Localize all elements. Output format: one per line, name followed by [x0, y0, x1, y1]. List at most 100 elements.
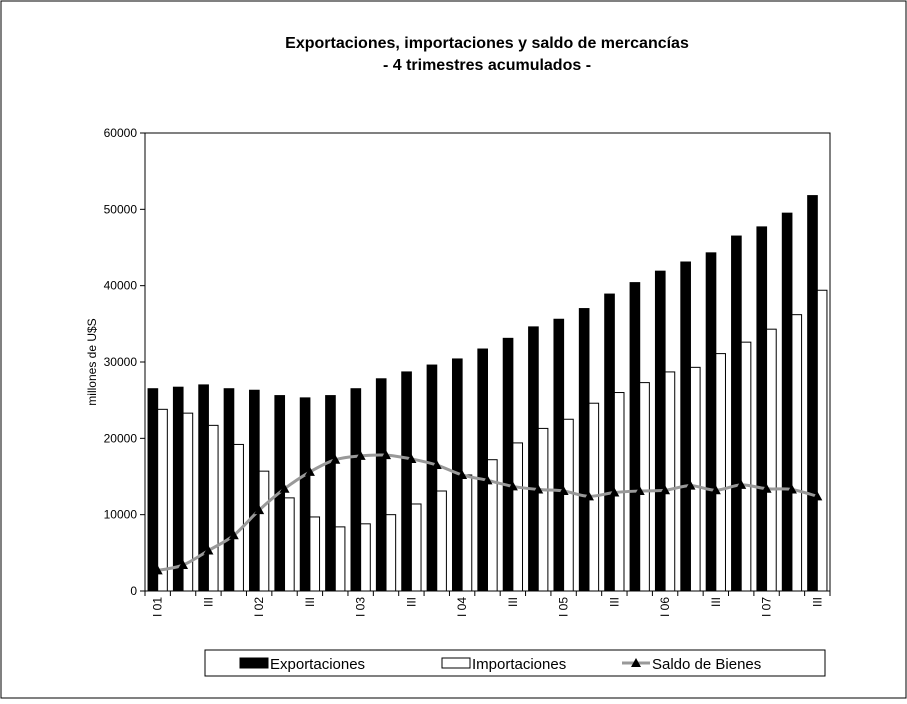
x-tick-label: I 07 [760, 597, 774, 617]
y-tick-label: 0 [130, 584, 137, 598]
marker [254, 505, 265, 515]
x-tick-label: III [404, 597, 418, 607]
bar [629, 282, 641, 592]
bar [807, 195, 818, 592]
y-tick-label: 40000 [104, 279, 138, 293]
legend-marker [631, 658, 641, 667]
x-tick-label: III [303, 597, 317, 607]
marker [406, 453, 417, 463]
bar [401, 371, 412, 592]
bar [350, 388, 362, 592]
marker [381, 450, 392, 460]
bar [334, 526, 346, 592]
x-tick-label: I 02 [252, 597, 266, 617]
marker [533, 484, 544, 494]
bar [705, 252, 717, 592]
marker [634, 486, 645, 496]
bar [537, 427, 549, 592]
x-tick-label: I 04 [455, 597, 469, 617]
bar [487, 459, 498, 592]
bar [502, 337, 514, 592]
bar [664, 371, 676, 592]
bar [426, 364, 438, 592]
marker [736, 479, 747, 489]
legend-swatch [239, 657, 269, 669]
bar [249, 389, 260, 592]
bar [477, 348, 488, 592]
marker [609, 487, 620, 497]
bar [578, 308, 590, 592]
bar [258, 470, 270, 592]
bar [604, 293, 615, 592]
bar [436, 490, 447, 592]
bar [740, 341, 752, 592]
bar [553, 318, 565, 592]
y-tick-label: 50000 [104, 202, 138, 216]
bar [147, 388, 159, 592]
x-tick-label: III [607, 597, 621, 607]
bar [781, 212, 793, 592]
x-tick-label: I 05 [557, 597, 571, 617]
marker [178, 560, 189, 570]
bar [309, 516, 321, 592]
bar [680, 261, 691, 592]
marker [482, 475, 493, 485]
x-tick-label: I 06 [658, 597, 672, 617]
marker [812, 491, 823, 501]
bar [182, 412, 194, 592]
bar [756, 226, 768, 592]
legend [204, 649, 826, 677]
marker [457, 469, 468, 479]
x-tick-label: I 03 [354, 597, 368, 617]
bar [385, 514, 397, 592]
x-tick-label: III [201, 597, 215, 607]
y-axis-label: millones de U$S [85, 318, 99, 405]
bar [410, 503, 422, 592]
bar [512, 442, 524, 592]
bar [360, 523, 371, 592]
bar [816, 289, 828, 592]
bar [223, 388, 235, 592]
legend-swatch [441, 657, 471, 669]
y-tick-label: 30000 [104, 355, 138, 369]
marker [330, 454, 341, 464]
chart-title: Exportaciones, importaciones y saldo de … [285, 35, 689, 52]
bar [639, 382, 650, 592]
marker [228, 530, 239, 540]
y-tick-label: 10000 [104, 508, 138, 522]
bar [198, 384, 209, 592]
marker [761, 483, 772, 493]
marker [279, 483, 290, 493]
marker [507, 481, 518, 491]
marker [304, 466, 315, 476]
legend-label: Saldo de Bienes [652, 656, 761, 673]
bar [233, 443, 244, 592]
marker [583, 491, 594, 501]
marker [558, 486, 569, 496]
bar [157, 408, 168, 592]
bar [528, 326, 539, 592]
bar [791, 314, 803, 592]
legend-label: Exportaciones [270, 656, 365, 673]
bar [172, 386, 184, 592]
chart-subtitle: - 4 trimestres acumulados - [383, 57, 591, 74]
bar [284, 497, 295, 592]
marker [660, 485, 671, 495]
bar [731, 235, 742, 592]
marker [710, 485, 721, 495]
marker [152, 565, 163, 575]
bar [563, 418, 574, 592]
bar [766, 328, 777, 592]
legend-label: Importaciones [472, 656, 566, 673]
marker [355, 450, 366, 460]
bar [689, 366, 701, 592]
x-tick-label: III [810, 597, 824, 607]
bar [715, 353, 726, 592]
bar [654, 270, 666, 592]
bar [325, 395, 336, 592]
bar [299, 397, 311, 592]
x-tick-label: III [506, 597, 520, 607]
bar [207, 424, 219, 592]
x-tick-label: III [709, 597, 723, 607]
